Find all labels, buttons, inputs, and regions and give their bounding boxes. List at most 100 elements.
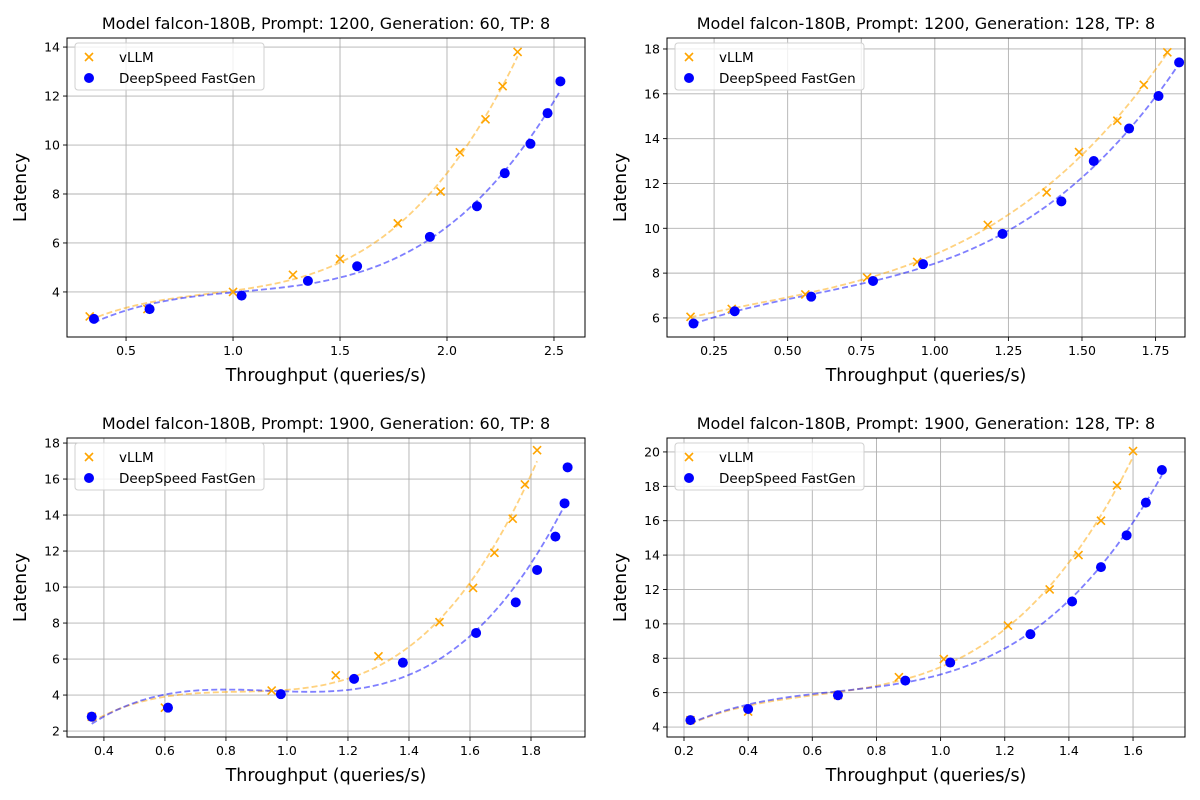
x-tick-label: 1.2 [995, 743, 1015, 758]
y-tick-label: 14 [44, 508, 60, 523]
y-tick-label: 14 [644, 131, 660, 146]
legend: vLLM DeepSpeed FastGen [674, 42, 865, 91]
y-tick-label: 6 [652, 310, 660, 325]
x-marker-stroke [684, 452, 694, 462]
deepspeed-point [349, 673, 360, 684]
legend: vLLM DeepSpeed FastGen [74, 442, 265, 491]
deepspeed-point [88, 313, 99, 324]
vllm-fit-line [690, 456, 1134, 725]
deepspeed-point [525, 138, 536, 149]
x-marker-stroke [1045, 584, 1055, 595]
x-marker-stroke [532, 445, 542, 455]
vllm-point [1045, 584, 1055, 595]
y-tick-label: 8 [52, 616, 60, 631]
deepspeed-fit-line [690, 474, 1163, 725]
legend: vLLM DeepSpeed FastGen [74, 42, 265, 91]
deepspeed-point [1156, 464, 1167, 475]
deepspeed-point [1095, 562, 1106, 573]
chart-panel-4: 0.2 0.4 0.6 0.8 1.0 1.2 1.4 1.6 4 6 8 10 12 14 16 18 20 v… [611, 414, 1186, 786]
x-tick-label: 1.6 [1123, 743, 1143, 758]
vllm-point [1128, 446, 1138, 456]
y-tick-label: 10 [644, 616, 660, 631]
vllm-point [1073, 550, 1084, 560]
x-tick-label: 1.4 [399, 743, 419, 758]
deepspeed-point [1067, 596, 1078, 607]
x-marker-stroke [1073, 550, 1084, 560]
y-tick-label: 20 [644, 444, 660, 459]
vllm-point [520, 479, 530, 490]
x-marker-stroke [498, 81, 508, 91]
deepspeed-point [562, 462, 573, 473]
vllm-point [468, 583, 478, 593]
vllm-point [1042, 187, 1052, 197]
x-tick-label: 1.8 [521, 743, 541, 758]
deepspeed-point [900, 675, 911, 686]
legend-box [74, 42, 265, 91]
x-marker-stroke [331, 670, 341, 680]
deepspeed-point [275, 689, 286, 700]
x-tick-label: 1.2 [338, 743, 358, 758]
vllm-point [983, 220, 993, 230]
deepspeed-point [945, 657, 956, 668]
deepspeed-point [1056, 196, 1067, 207]
vllm-point [1139, 80, 1149, 90]
x-tick-label: 0.25 [700, 343, 728, 358]
vllm-point [373, 651, 384, 661]
chart-title: Model falcon-180B, Prompt: 1200, Generat… [102, 14, 550, 33]
deepspeed-point [532, 564, 543, 575]
deepspeed-point [471, 201, 482, 212]
deepspeed-point [510, 597, 521, 608]
x-axis-label: Throughput (queries/s) [825, 366, 1027, 386]
deepspeed-point [1124, 123, 1135, 134]
deepspeed-point [729, 306, 740, 317]
x-marker-stroke [939, 654, 949, 664]
y-tick-label: 14 [44, 40, 60, 55]
deepspeed-fit-line [91, 498, 569, 725]
y-tick-label: 18 [644, 41, 660, 56]
deepspeed-point [424, 231, 435, 242]
y-tick-label: 4 [52, 284, 60, 299]
axes-frame [666, 437, 1186, 738]
x-tick-label: 0.8 [866, 743, 886, 758]
x-marker-stroke [1128, 446, 1138, 456]
vllm-point [1074, 147, 1084, 157]
vllm-point [513, 47, 523, 57]
chart-title: Model falcon-180B, Prompt: 1900, Generat… [102, 414, 550, 433]
deepspeed-point [1025, 629, 1036, 640]
vllm-point [288, 270, 298, 280]
vllm-point [1096, 516, 1106, 526]
x-marker-stroke [1003, 621, 1013, 631]
y-tick-label: 10 [44, 138, 60, 153]
y-tick-label: 10 [644, 221, 660, 236]
chart-title: Model falcon-180B, Prompt: 1200, Generat… [697, 14, 1155, 33]
x-axis-label: Throughput (queries/s) [225, 366, 427, 386]
y-axis-label: Latency [11, 153, 31, 222]
deepspeed-point [471, 627, 482, 638]
y-tick-label: 4 [652, 720, 660, 735]
y-tick-label: 14 [644, 548, 660, 563]
deepspeed-fit-line [693, 63, 1180, 325]
deepspeed-point [1088, 156, 1099, 167]
vllm-point [436, 186, 446, 197]
x-marker-stroke [1162, 47, 1172, 57]
x-marker-stroke [1139, 80, 1149, 90]
y-tick-label: 16 [644, 513, 660, 528]
legend-deepspeed-marker [684, 473, 694, 483]
x-marker-stroke [912, 257, 922, 267]
deepspeed-point [550, 531, 561, 542]
vllm-point [393, 218, 403, 228]
x-marker-stroke [335, 254, 345, 264]
y-tick-label: 18 [44, 436, 60, 451]
x-tick-label: 1.00 [921, 343, 949, 358]
deepspeed-point [542, 108, 553, 119]
vllm-point [1112, 480, 1122, 491]
x-marker-stroke [468, 583, 478, 593]
x-axis-label: Throughput (queries/s) [825, 766, 1027, 786]
x-tick-label: 1.6 [460, 743, 480, 758]
x-marker-stroke [267, 685, 277, 696]
x-marker-stroke [84, 452, 94, 462]
deepspeed-point [144, 304, 155, 315]
x-tick-label: 2.5 [544, 343, 564, 358]
x-marker-stroke [434, 617, 445, 627]
vllm-point [498, 81, 508, 91]
